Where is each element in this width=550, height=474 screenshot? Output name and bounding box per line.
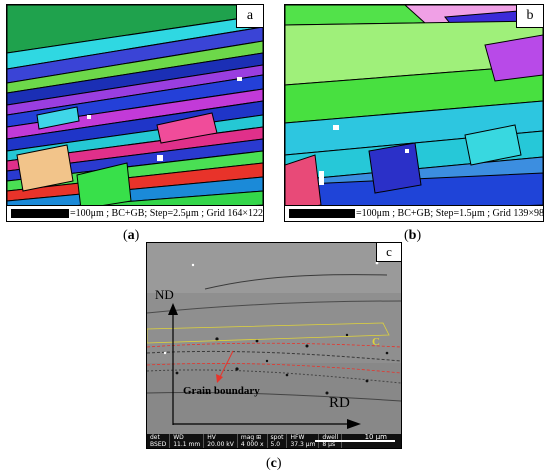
caption-b: (b) <box>404 228 422 243</box>
ebsd-map-a: a =100μm ; BC+GB; Step=2.5μm ; Grid 164×… <box>6 4 264 222</box>
info-header: spot <box>267 434 288 441</box>
info-header: mag ⊞ <box>237 434 268 441</box>
sem-scale-line <box>315 440 395 442</box>
info-header: det <box>147 434 171 441</box>
rd-axis-label: RD <box>329 395 350 411</box>
panel-letter-c: c <box>376 243 401 262</box>
region-c-label: C <box>372 336 380 348</box>
info-value: 11.1 mm <box>169 441 205 448</box>
panel-letter-a: a <box>236 5 263 28</box>
scale-text-a: =100μm ; BC+GB; Step=2.5μm ; Grid 164×12… <box>70 208 264 219</box>
scale-bar-black-a <box>11 209 69 218</box>
info-header: HV <box>203 434 238 441</box>
sem-scale-label: 10 μm <box>364 433 387 441</box>
sem-scale-bar: 10 μm <box>315 433 395 448</box>
ebsd-orientation-map-b <box>285 5 543 205</box>
info-value: 8 μs <box>318 441 343 448</box>
grain-boundary-label: Grain boundary <box>183 385 260 397</box>
ebsd-orientation-map-a <box>7 5 263 205</box>
sem-info-bar: det WD HV mag ⊞ spot HFW dwell BSED 11.1… <box>147 433 401 448</box>
panel-letter-b: b <box>516 5 543 28</box>
info-value: 20.00 kV <box>203 441 238 448</box>
scale-bar-black-b <box>289 209 355 218</box>
info-header: dwell <box>318 434 343 441</box>
sem-image <box>147 243 401 434</box>
info-value: BSED <box>147 441 171 448</box>
sem-micrograph-c: c ND RD Grain boundary C det WD HV mag ⊞… <box>146 242 402 449</box>
nd-axis-label: ND <box>155 287 174 302</box>
ebsd-map-b: b =100μm ; BC+GB; Step=1.5μm ; Grid 139×… <box>284 4 544 222</box>
caption-a: (a) <box>123 228 140 243</box>
info-header: HFW <box>286 434 320 441</box>
scale-text-b: =100μm ; BC+GB; Step=1.5μm ; Grid 139×98 <box>356 208 544 219</box>
sem-info-table: det WD HV mag ⊞ spot HFW dwell BSED 11.1… <box>147 434 343 448</box>
info-header: WD <box>169 434 205 441</box>
caption-c: (c) <box>266 456 282 471</box>
info-value: 4 000 x <box>237 441 268 448</box>
info-value: 5.0 <box>267 441 288 448</box>
info-value: 37.3 μm <box>286 441 320 448</box>
scale-bar-b: =100μm ; BC+GB; Step=1.5μm ; Grid 139×98 <box>285 205 543 221</box>
scale-bar-a: =100μm ; BC+GB; Step=2.5μm ; Grid 164×12… <box>7 205 263 221</box>
